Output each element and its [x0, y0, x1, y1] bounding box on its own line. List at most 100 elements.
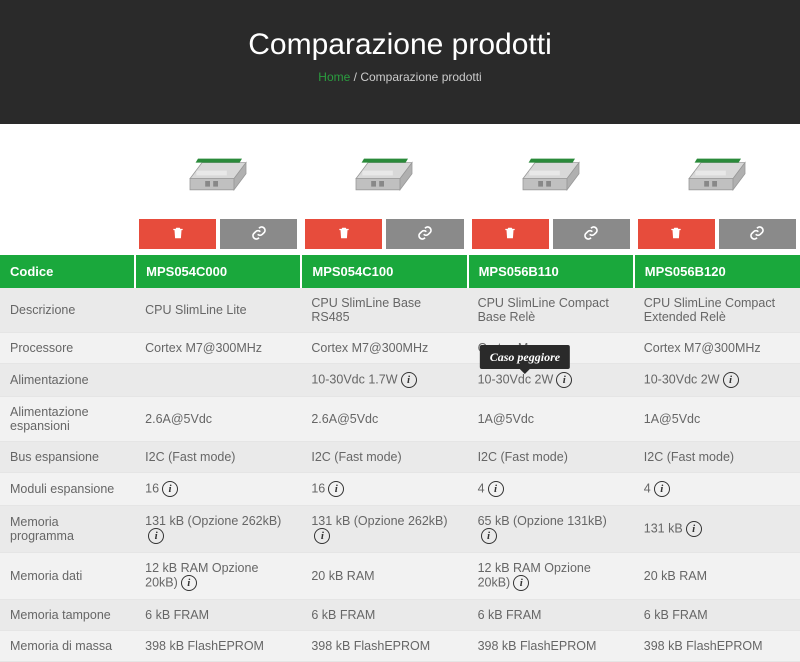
spec-cell: 6 kB FRAM [301, 600, 467, 631]
spec-cell: 10-30Vdc 2Wi [634, 364, 800, 397]
info-icon[interactable]: i [328, 481, 344, 497]
spec-cell: 20 kB RAM [301, 553, 467, 600]
spec-value: I2C (Fast mode) [145, 450, 235, 464]
info-icon[interactable]: i [181, 575, 197, 591]
spec-cell: I2C (Fast mode) [634, 442, 800, 473]
spec-value: 398 kB FlashEPROM [644, 639, 763, 653]
product-image[interactable] [178, 143, 258, 203]
comparison-table: CodiceMPS054C000MPS054C100MPS056B110MPS0… [0, 124, 800, 662]
spec-cell: I2C (Fast mode) [301, 442, 467, 473]
product-link-button[interactable] [553, 219, 630, 249]
spec-label: Memoria di massa [0, 631, 135, 662]
codice-label: Codice [0, 255, 135, 288]
spec-value: 4 [644, 481, 651, 495]
page-title: Comparazione prodotti [0, 28, 800, 62]
info-icon[interactable]: i [654, 481, 670, 497]
link-icon [749, 225, 765, 244]
product-image[interactable] [511, 143, 591, 203]
spec-label: Processore [0, 333, 135, 364]
spec-cell: CPU SlimLine Compact Base Relè [468, 288, 634, 333]
spec-row: Memoria dati12 kB RAM Opzione 20kB)i20 k… [0, 553, 800, 600]
product-image[interactable] [677, 143, 757, 203]
spec-label: Alimentazione [0, 364, 135, 397]
spec-row: Memoria tampone6 kB FRAM6 kB FRAM6 kB FR… [0, 600, 800, 631]
spec-value: 10-30Vdc 2WiCaso peggiore [478, 372, 573, 388]
spec-row: Memoria programma131 kB (Opzione 262kB)i… [0, 506, 800, 553]
product-code: MPS056B120 [634, 255, 800, 288]
info-icon[interactable]: i [481, 528, 497, 544]
spec-cell: 6 kB FRAM [468, 600, 634, 631]
spec-cell: 2.6A@5Vdc [135, 397, 301, 442]
product-link-button[interactable] [386, 219, 463, 249]
info-icon[interactable]: i [488, 481, 504, 497]
page-header: Comparazione prodotti Home / Comparazion… [0, 0, 800, 124]
spec-cell: 4i [468, 473, 634, 506]
spec-cell: 65 kB (Opzione 131kB)i [468, 506, 634, 553]
remove-product-button[interactable] [139, 219, 216, 249]
spec-cell: I2C (Fast mode) [468, 442, 634, 473]
spec-label: Memoria programma [0, 506, 135, 553]
tooltip: Caso peggiore [480, 345, 570, 369]
spec-cell: 6 kB FRAM [634, 600, 800, 631]
spec-label: Descrizione [0, 288, 135, 333]
remove-product-button[interactable] [305, 219, 382, 249]
info-icon[interactable]: i [513, 575, 529, 591]
product-link-button[interactable] [220, 219, 297, 249]
spec-value: Cortex M7@300MHz [644, 341, 761, 355]
spec-cell: 6 kB FRAM [135, 600, 301, 631]
link-icon [251, 225, 267, 244]
info-icon[interactable]: i [314, 528, 330, 544]
spec-cell: CPU SlimLine Base RS485 [301, 288, 467, 333]
info-icon[interactable]: i [148, 528, 164, 544]
spec-value: 2.6A@5Vdc [145, 412, 212, 426]
spec-value: 20 kB RAM [311, 569, 374, 583]
spec-cell: 1A@5Vdc [634, 397, 800, 442]
spec-value: CPU SlimLine Base RS485 [311, 296, 421, 324]
spec-value: I2C (Fast mode) [311, 450, 401, 464]
spec-cell: 10-30Vdc 2WiCaso peggiore [468, 364, 634, 397]
spec-row: Moduli espansione16i16i4i4i [0, 473, 800, 506]
spec-value: 398 kB FlashEPROM [478, 639, 597, 653]
spec-cell: 131 kB (Opzione 262kB)i [135, 506, 301, 553]
product-code: MPS056B110 [468, 255, 634, 288]
spec-cell: Cortex M7@300MHz [135, 333, 301, 364]
spec-value: 6 kB FRAM [644, 608, 708, 622]
product-code: MPS054C000 [135, 255, 301, 288]
spec-cell: 16i [135, 473, 301, 506]
info-icon[interactable]: i [686, 521, 702, 537]
spec-cell: CPU SlimLine Lite [135, 288, 301, 333]
spec-value: I2C (Fast mode) [644, 450, 734, 464]
product-code: MPS054C100 [301, 255, 467, 288]
spec-cell: 398 kB FlashEPROM [634, 631, 800, 662]
spec-row: Descrizione CPU SlimLine Lite CPU SlimLine… [0, 288, 800, 333]
spec-value: 6 kB FRAM [311, 608, 375, 622]
spec-cell: 2.6A@5Vdc [301, 397, 467, 442]
info-icon[interactable]: iCaso peggiore [556, 372, 572, 388]
remove-product-button[interactable] [638, 219, 715, 249]
info-icon[interactable]: i [401, 372, 417, 388]
spec-value: 131 kB (Opzione 262kB) [145, 514, 281, 528]
breadcrumb-home-link[interactable]: Home [318, 70, 350, 84]
product-image-cell [468, 124, 634, 219]
trash-icon [171, 226, 185, 243]
spec-value: Cortex M7@300MHz [311, 341, 428, 355]
codice-row: CodiceMPS054C000MPS054C100MPS056B110MPS0… [0, 255, 800, 288]
spec-value: CPU SlimLine Compact Base Relè [478, 296, 609, 324]
info-icon[interactable]: i [162, 481, 178, 497]
spec-row: Memoria di massa 398 kB FlashEPROM 398 kB … [0, 631, 800, 662]
remove-product-button[interactable] [472, 219, 549, 249]
product-image-cell [634, 124, 800, 219]
breadcrumb: Home / Comparazione prodotti [0, 70, 800, 84]
comparison-table-wrap: CodiceMPS054C000MPS054C100MPS056B110MPS0… [0, 124, 800, 662]
spec-value: CPU SlimLine Lite [145, 303, 246, 317]
info-icon[interactable]: i [723, 372, 739, 388]
trash-icon [337, 226, 351, 243]
spec-value: CPU SlimLine Compact Extended Relè [644, 296, 775, 324]
spec-label: Memoria dati [0, 553, 135, 600]
product-image[interactable] [344, 143, 424, 203]
spec-cell: 1A@5Vdc [468, 397, 634, 442]
spec-value: I2C (Fast mode) [478, 450, 568, 464]
spec-cell: 10-30Vdc 1.7W i [301, 364, 467, 397]
spec-value: 10-30Vdc 1.7W [311, 372, 397, 386]
product-link-button[interactable] [719, 219, 796, 249]
